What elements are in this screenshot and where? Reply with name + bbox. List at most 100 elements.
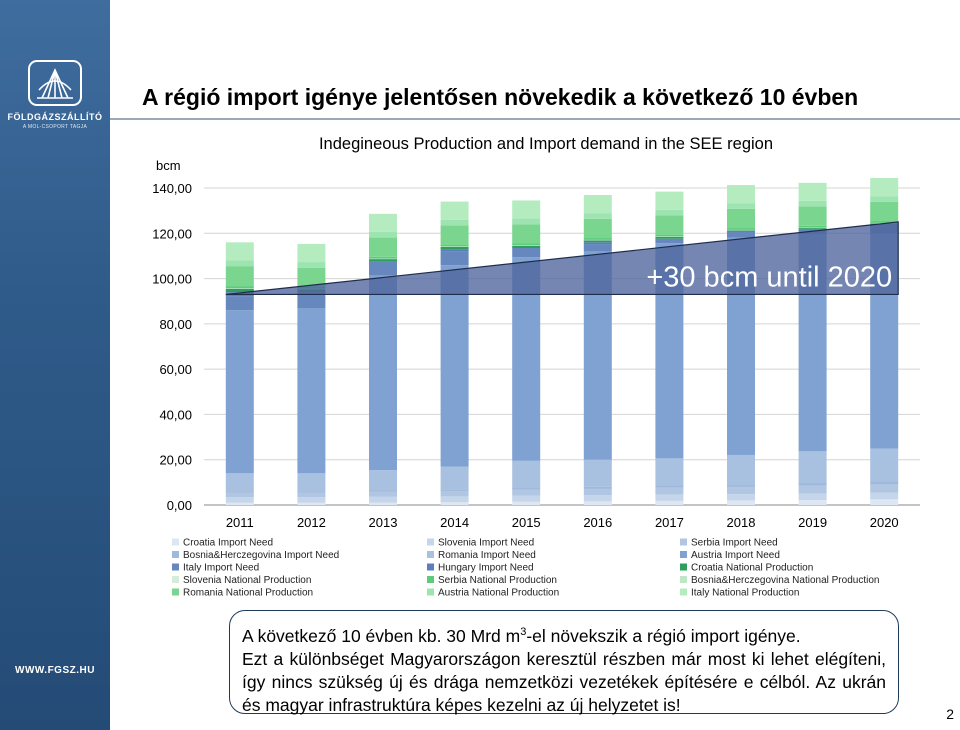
title-divider <box>110 118 960 120</box>
bar-segment <box>798 206 827 226</box>
page-title: A régió import igénye jelentősen növeked… <box>142 84 859 110</box>
bar-segment <box>655 215 684 235</box>
website-link[interactable]: WWW.FGSZ.HU <box>15 665 95 676</box>
legend-swatch <box>427 588 434 596</box>
bar-segment <box>870 499 899 505</box>
bar-segment <box>369 502 397 505</box>
bar-segment <box>798 200 827 207</box>
legend-swatch <box>172 576 179 583</box>
bar-segment <box>583 238 612 240</box>
bar-segment <box>512 245 541 249</box>
legend-swatch <box>427 538 434 546</box>
x-tick-label: 2016 <box>583 515 612 530</box>
bar-segment <box>297 243 326 263</box>
x-tick-label: 2013 <box>369 515 398 530</box>
bar-segment <box>655 500 684 505</box>
bar-segment <box>440 490 469 497</box>
bar-segment <box>225 242 254 261</box>
bar-segment <box>512 224 541 244</box>
legend-swatch <box>680 563 687 571</box>
legend-label: Romania National Production <box>183 588 313 599</box>
y-tick-label: 120,00 <box>152 226 192 241</box>
bar-segment <box>369 213 397 232</box>
bar-segment <box>225 266 254 287</box>
growth-annotation-text: +30 bcm until 2020 <box>646 261 892 293</box>
bar-segment <box>512 488 541 490</box>
bar-segment <box>440 466 469 490</box>
bar-segment <box>870 196 899 202</box>
legend-label: Austria Import Need <box>691 550 780 561</box>
bar-segment <box>727 454 755 485</box>
bar-segment <box>225 497 254 503</box>
legend-swatch <box>172 538 179 546</box>
y-tick-label: 80,00 <box>159 317 192 332</box>
bar-segment <box>297 267 326 287</box>
y-tick-label: 140,00 <box>152 181 192 196</box>
shell-logo-icon <box>28 60 82 106</box>
bar-segment <box>870 221 899 223</box>
bar-segment <box>870 178 899 197</box>
bar-segment <box>440 244 469 247</box>
brand-name: FÖLDGÁZSZÁLLÍTÓ <box>7 112 103 122</box>
bar-segment <box>583 495 612 502</box>
bar-segment <box>798 483 827 486</box>
bar-segment <box>583 459 612 487</box>
bar-segment <box>512 489 541 496</box>
bar-segment <box>798 225 827 228</box>
legend-label: Austria National Production <box>438 588 559 599</box>
bar-segment <box>297 294 326 309</box>
bar-segment <box>727 203 755 209</box>
bar-segment <box>369 237 397 257</box>
bar-segment <box>583 501 612 505</box>
bar-segment <box>798 493 827 501</box>
x-tick-label: 2014 <box>440 515 469 530</box>
bar-segment <box>655 458 684 486</box>
bar-segment <box>225 260 254 267</box>
legend-label: Slovenia National Production <box>183 575 311 586</box>
bar-segment <box>225 288 254 293</box>
bar-segment <box>297 491 326 493</box>
bar-segment <box>727 484 755 487</box>
bar-segment <box>583 195 612 214</box>
bar-segment <box>512 243 541 246</box>
y-tick-label: 60,00 <box>159 362 192 377</box>
bar-segment <box>727 208 755 229</box>
bar-segment <box>798 500 827 505</box>
bar-segment <box>512 495 541 502</box>
bar-segment <box>297 262 326 268</box>
bar-segment <box>440 201 469 220</box>
legend-swatch <box>427 576 434 583</box>
legend-label: Italy Import Need <box>183 563 259 574</box>
legend-label: Romania Import Need <box>438 550 536 561</box>
bar-segment <box>727 500 755 505</box>
bar-segment <box>512 200 541 219</box>
bar-segment <box>583 242 612 245</box>
bar-segment <box>870 484 899 493</box>
legend-label: Croatia Import Need <box>183 538 273 549</box>
page-number: 2 <box>946 706 954 722</box>
legend-label: Italy National Production <box>691 588 799 599</box>
bar-segment <box>369 490 397 492</box>
bar-segment <box>225 286 254 289</box>
bar-segment <box>798 485 827 494</box>
bar-segment <box>440 496 469 503</box>
bar-segment <box>440 265 469 467</box>
y-axis-label: bcm <box>156 158 181 173</box>
x-tick-label: 2017 <box>655 515 684 530</box>
bar-segment <box>225 502 254 505</box>
bar-segment <box>655 191 684 210</box>
legend-label: Croatia National Production <box>691 563 813 574</box>
bar-segment <box>870 448 899 482</box>
bar-segment <box>798 451 827 484</box>
y-tick-label: 100,00 <box>152 272 192 287</box>
bar-segment <box>583 486 612 489</box>
bar-stacks <box>225 178 899 505</box>
bar-segment <box>727 231 755 238</box>
chart-title: Indegineous Production and Import demand… <box>319 135 773 153</box>
bar-segment <box>583 218 612 239</box>
bar-segment <box>369 275 397 471</box>
bar-segment <box>369 470 397 491</box>
y-tick-label: 20,00 <box>159 453 192 468</box>
bar-segment <box>225 492 254 498</box>
bar-segment <box>369 491 397 497</box>
